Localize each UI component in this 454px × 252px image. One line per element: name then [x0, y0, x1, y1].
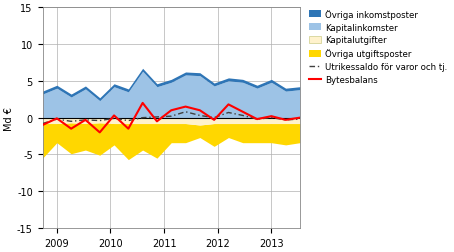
Legend: Övriga inkomstposter, Kapitalinkomster, Kapitalutgifter, Övriga utgiftsposter, U: Övriga inkomstposter, Kapitalinkomster, …: [307, 8, 449, 86]
Y-axis label: Md €: Md €: [4, 106, 14, 130]
